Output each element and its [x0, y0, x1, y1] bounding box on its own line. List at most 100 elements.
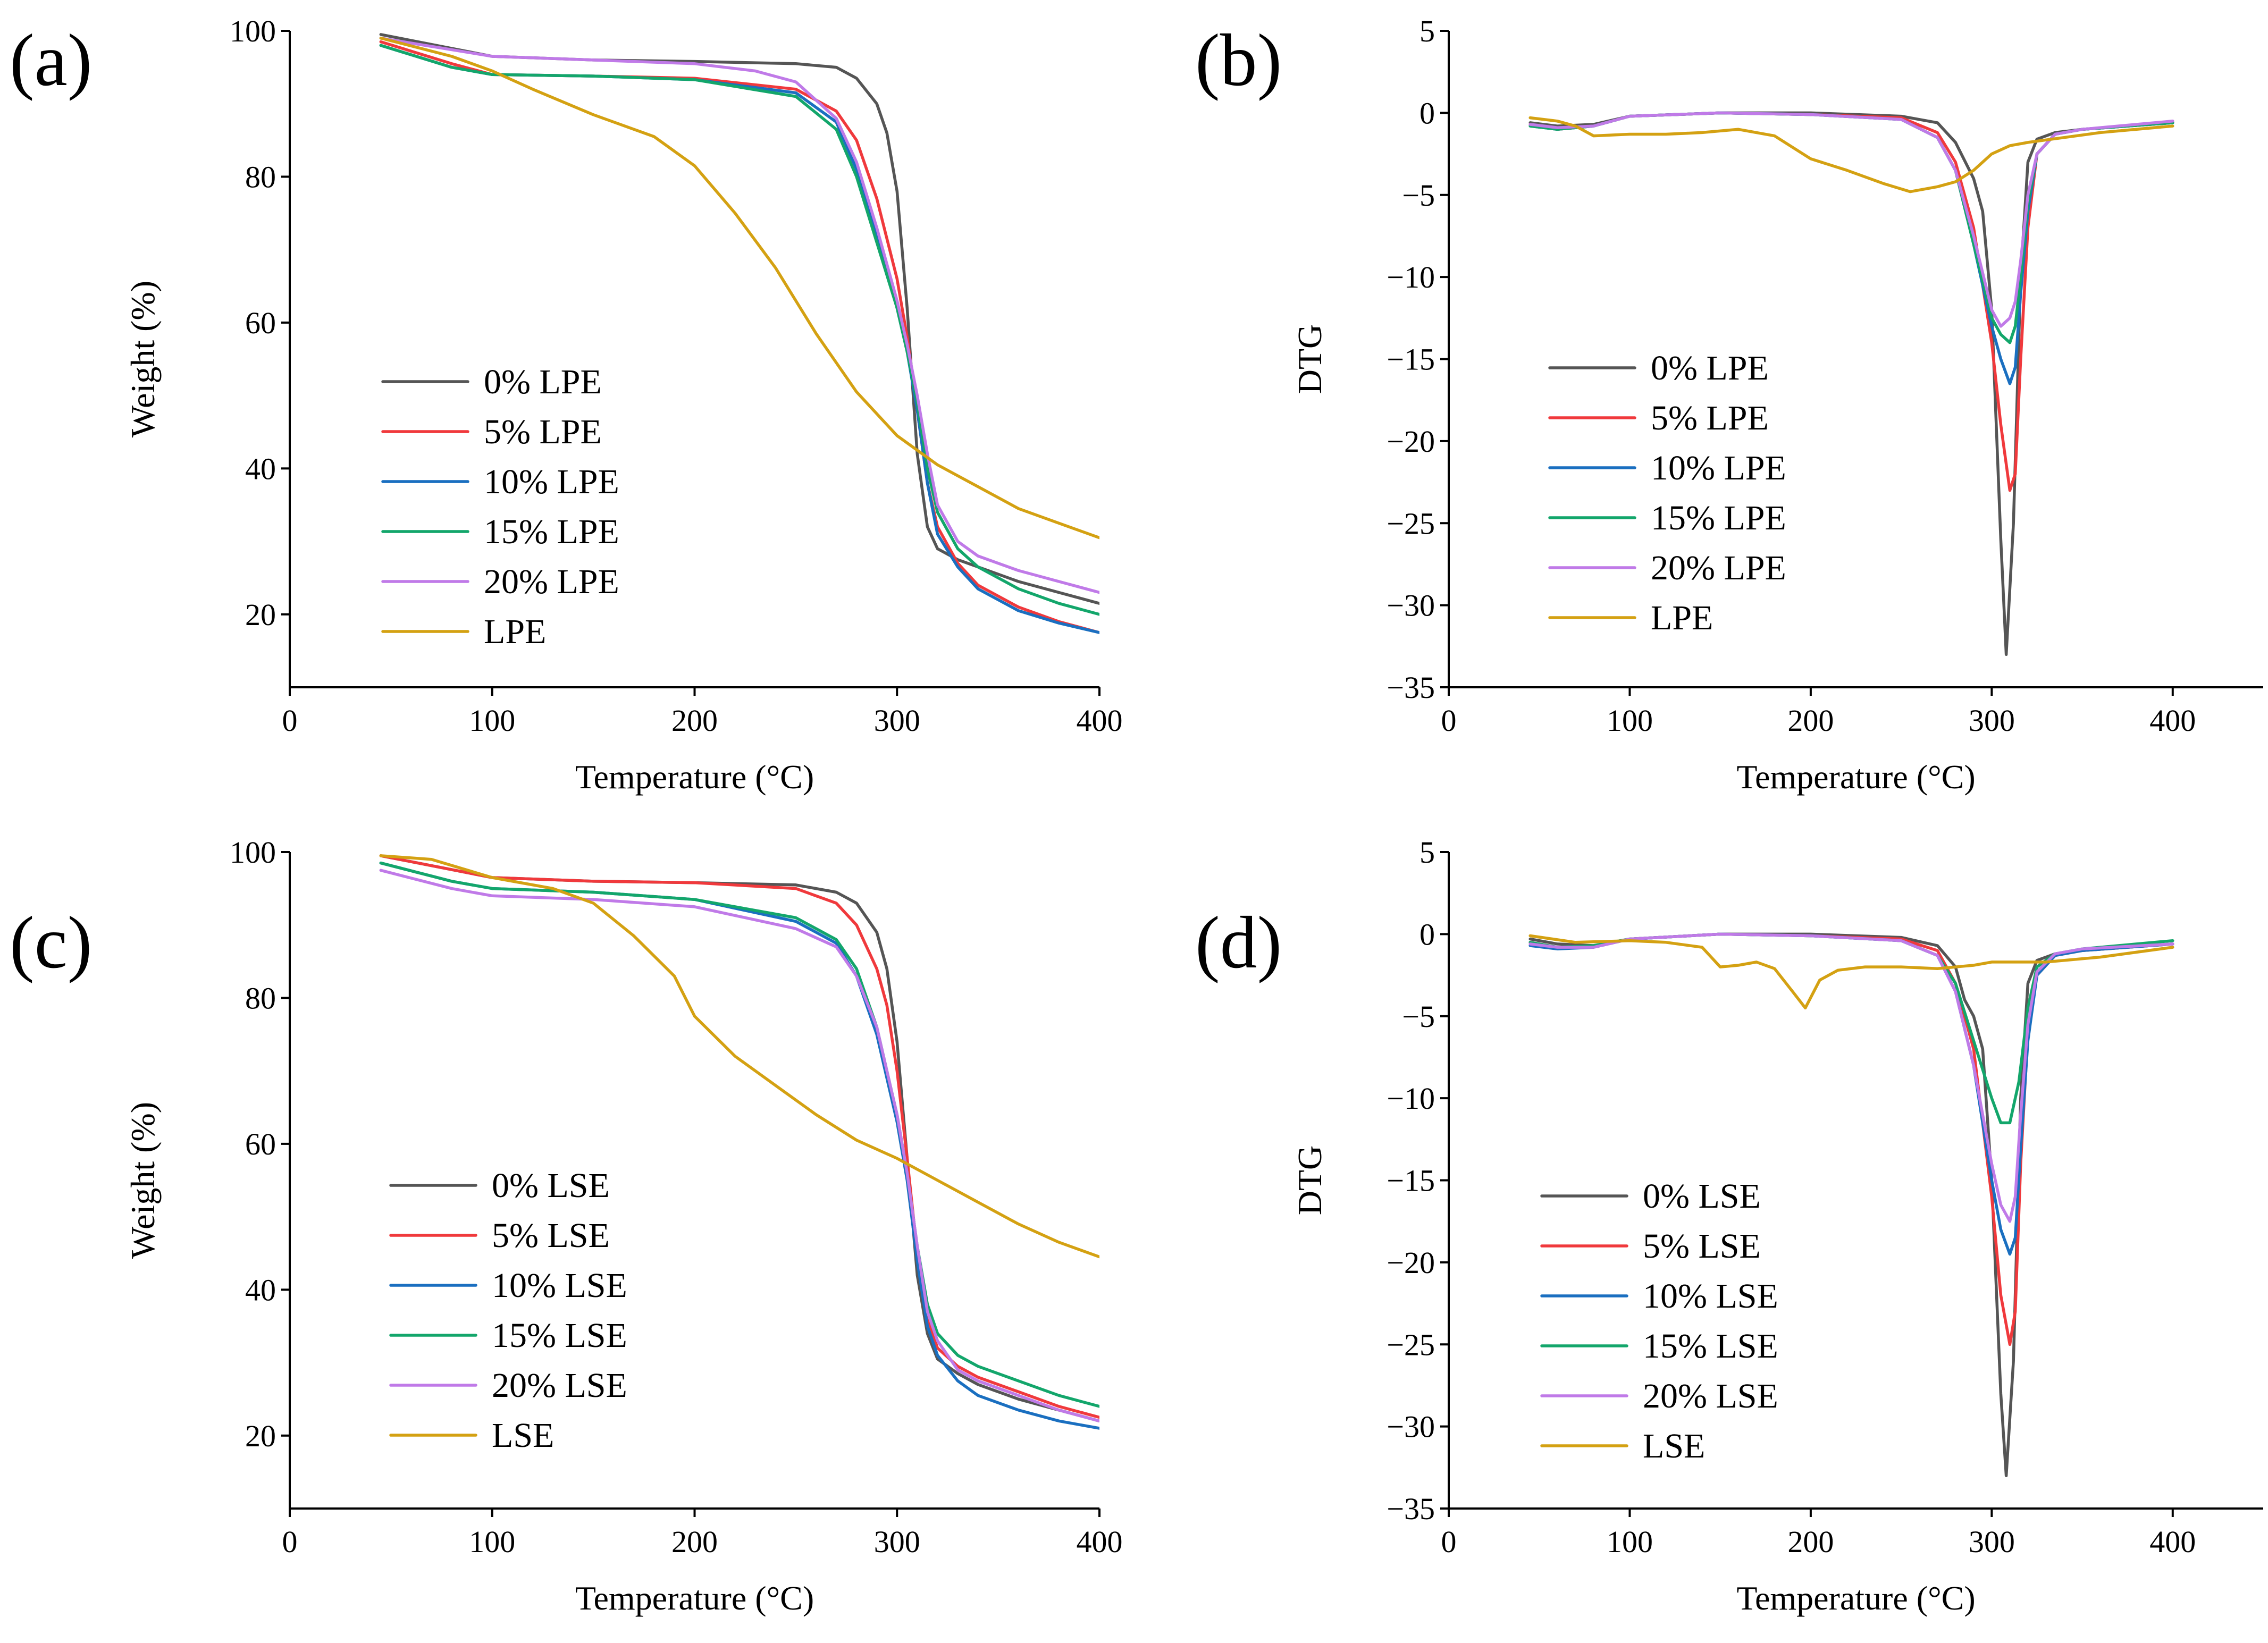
y-tick-label: −25	[1387, 1327, 1435, 1362]
series-line-5-lse	[379, 854, 1099, 1419]
series-line-0-lpe	[1528, 111, 2174, 656]
series-line-15-lpe	[1528, 111, 2174, 344]
legend-label: 20% LPE	[484, 562, 619, 601]
y-tick-label: −20	[1387, 1245, 1435, 1280]
legend-label: 20% LPE	[1651, 549, 1786, 587]
panel-c: (c) 0 100 200 300 400 20 40 60 80 100 Temperature (…	[10, 835, 1123, 1617]
legend-label: 10% LPE	[484, 462, 619, 501]
y-tick-label: −20	[1387, 424, 1435, 459]
legend: 0% LPE 5% LPE 10% LPE 15% LPE 20% LPE LPE	[1548, 349, 1786, 637]
series-line-10-lpe	[1528, 111, 2174, 385]
y-tick-label: −30	[1387, 588, 1435, 623]
x-tick-label: 100	[469, 1524, 515, 1559]
x-axis-title: Temperature (°C)	[1736, 758, 1975, 796]
series-line-lpe	[379, 36, 1099, 540]
legend-label: 10% LSE	[492, 1266, 627, 1305]
legend-label: LSE	[492, 1416, 554, 1455]
y-axis-title: DTG	[1291, 324, 1329, 394]
y-tick-label: 40	[245, 451, 276, 486]
legend-label: 0% LSE	[1643, 1177, 1761, 1216]
legend-label: 0% LSE	[492, 1166, 610, 1205]
y-tick-label: 5	[1419, 14, 1435, 48]
x-tick-label: 100	[1607, 1524, 1653, 1559]
legend-label: 5% LSE	[492, 1216, 610, 1255]
y-axis-title: DTG	[1291, 1145, 1329, 1216]
series-line-15-lpe	[379, 44, 1099, 616]
series-line-15-lse	[1528, 932, 2174, 1125]
x-tick-label: 100	[1607, 703, 1653, 738]
panel-label-c: (c)	[10, 901, 92, 984]
x-axis-title: Temperature (°C)	[575, 758, 814, 796]
panel-d: (d) 0 100 200 300 400 5 0 −5 −10 −15 −20 −25 −30 −35 Te…	[1195, 835, 2263, 1617]
panel-label-b: (b)	[1195, 19, 1282, 102]
y-tick-label: −35	[1387, 1492, 1435, 1526]
plot-area	[379, 854, 1099, 1430]
y-tick-label: 80	[245, 159, 276, 194]
series-line-0-lse	[379, 854, 1099, 1423]
y-tick-label: −10	[1387, 1081, 1435, 1116]
y-tick-label: −30	[1387, 1410, 1435, 1444]
x-axis-title: Temperature (°C)	[575, 1579, 814, 1617]
series-line-20-lse	[379, 869, 1099, 1423]
series-line-10-lse	[379, 861, 1099, 1430]
x-tick-label: 100	[469, 703, 515, 738]
x-tick-label: 200	[1787, 703, 1834, 738]
x-tick-label: 300	[874, 703, 920, 738]
panel-label-d: (d)	[1195, 901, 1282, 984]
legend-label: 20% LSE	[492, 1366, 627, 1405]
legend-label: 0% LPE	[1651, 349, 1769, 387]
y-tick-label: 5	[1419, 835, 1435, 870]
x-axis-title: Temperature (°C)	[1736, 1579, 1975, 1617]
y-tick-label: −35	[1387, 670, 1435, 705]
series-line-20-lse	[1528, 932, 2174, 1223]
legend-label: LPE	[484, 612, 546, 651]
panel-b: (b) 0 100 200 300 400 5 0 −5 −10 −15 −20 −25 −30 −35 Te…	[1195, 14, 2263, 796]
x-tick-label: 0	[282, 703, 298, 738]
series-line-5-lse	[1528, 932, 2174, 1346]
legend-label: 15% LSE	[492, 1316, 627, 1355]
legend-label: 15% LPE	[1651, 499, 1786, 537]
series-line-lse	[379, 854, 1099, 1259]
x-tick-label: 300	[1969, 1524, 2015, 1559]
legend-label: 5% LPE	[1651, 399, 1769, 437]
series-line-10-lse	[1528, 932, 2174, 1256]
legend-label: LSE	[1643, 1427, 1705, 1465]
series-line-lse	[1528, 934, 2174, 1010]
legend-label: LPE	[1651, 599, 1713, 637]
plot-area	[1528, 932, 2174, 1478]
series-line-lpe	[1528, 116, 2174, 193]
legend-label: 5% LSE	[1643, 1227, 1761, 1266]
y-tick-label: −10	[1387, 260, 1435, 294]
y-axis-title: Weight (%)	[124, 1102, 162, 1259]
y-tick-label: 0	[1419, 96, 1435, 130]
y-tick-label: 60	[245, 1127, 276, 1161]
x-tick-label: 300	[874, 1524, 920, 1559]
y-tick-label: −5	[1402, 999, 1435, 1034]
x-tick-label: 400	[1077, 703, 1123, 738]
series-line-20-lpe	[379, 36, 1099, 594]
x-tick-label: 400	[1077, 1524, 1123, 1559]
x-tick-label: 0	[1441, 703, 1457, 738]
x-tick-label: 200	[1787, 1524, 1834, 1559]
panel-label-a: (a)	[10, 19, 92, 102]
x-tick-label: 0	[282, 1524, 298, 1559]
x-tick-label: 400	[2149, 1524, 2196, 1559]
legend-label: 0% LPE	[484, 363, 602, 401]
y-axis-title: Weight (%)	[124, 281, 162, 437]
y-tick-label: 80	[245, 981, 276, 1015]
y-tick-label: 40	[245, 1273, 276, 1307]
y-tick-label: 100	[230, 835, 276, 870]
series-line-20-lpe	[1528, 111, 2174, 328]
series-line-5-lpe	[1528, 111, 2174, 492]
legend-label: 10% LSE	[1643, 1277, 1778, 1316]
legend-label: 5% LPE	[484, 412, 602, 451]
y-tick-label: 0	[1419, 917, 1435, 951]
y-tick-label: −15	[1387, 342, 1435, 377]
legend-label: 15% LPE	[484, 512, 619, 551]
y-tick-label: −5	[1402, 178, 1435, 213]
x-tick-label: 300	[1969, 703, 2015, 738]
legend: 0% LSE 5% LSE 10% LSE 15% LSE 20% LSE LSE	[1540, 1177, 1778, 1465]
y-tick-label: 100	[230, 14, 276, 48]
x-tick-label: 0	[1441, 1524, 1457, 1559]
